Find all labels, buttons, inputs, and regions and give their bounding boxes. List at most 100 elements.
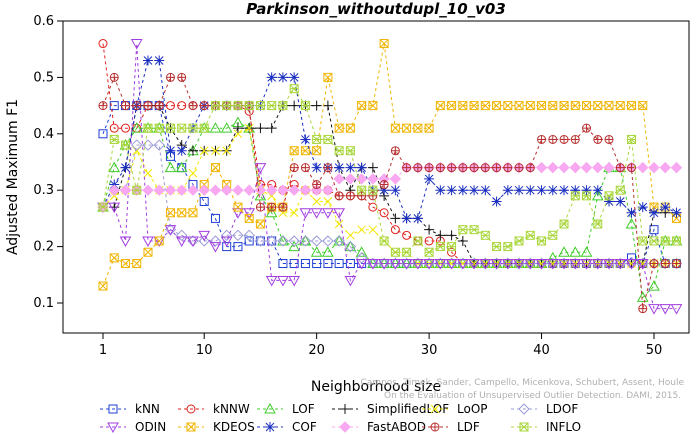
data-point-simplifiedlof [187, 145, 198, 156]
data-point-ldf [109, 72, 119, 82]
data-point-simplifiedlof [289, 100, 300, 111]
data-point-knn [222, 242, 232, 252]
data-point-ldf [615, 163, 625, 173]
data-point-odin [322, 208, 334, 219]
data-point-odin [299, 208, 312, 219]
legend-marker-knn [108, 404, 118, 414]
data-point-cof [142, 55, 153, 66]
data-point-inflo [480, 230, 490, 240]
x-tick-label: 1 [99, 343, 107, 358]
data-point-odin [265, 275, 278, 287]
series-inflo [98, 84, 681, 257]
data-point-cof [345, 162, 356, 173]
data-point-ldof [176, 229, 188, 242]
data-point-fastabod [299, 184, 312, 196]
data-point-ldf [649, 259, 659, 269]
data-point-ldf [458, 163, 468, 173]
data-point-inflo [165, 123, 175, 133]
data-point-ldof [142, 139, 154, 151]
data-point-knnw [109, 123, 119, 133]
data-point-simplifiedlof [457, 235, 468, 246]
data-point-ldof [288, 235, 300, 247]
legend-item-simplifiedlof: SimplifiedLOF [332, 402, 449, 416]
data-point-ldf [98, 101, 108, 111]
data-point-ldf [143, 101, 153, 111]
data-point-ldf [525, 163, 535, 173]
data-point-odin [400, 259, 413, 270]
data-point-cof [266, 72, 277, 83]
legend-label: SimplifiedLOF [367, 402, 449, 416]
data-point-lof [209, 122, 222, 133]
data-point-kdeos [312, 146, 322, 156]
data-point-odin [546, 259, 559, 270]
series-knnw [98, 39, 681, 269]
data-point-knn [300, 259, 310, 269]
x-axis: 1 10 20 30 40 50 [99, 333, 662, 358]
data-point-kdeos [255, 219, 265, 229]
data-point-odin [310, 208, 323, 219]
data-point-fastabod [153, 184, 165, 196]
data-point-ldf [323, 163, 333, 173]
data-point-odin [535, 259, 548, 270]
series-knn [98, 101, 681, 269]
data-point-kdeos [109, 253, 119, 263]
data-point-kdeos [525, 101, 535, 111]
data-point-inflo [469, 225, 479, 235]
series-cof [98, 55, 682, 224]
data-point-knn [210, 213, 220, 223]
legend-marker-kdeos [186, 422, 196, 432]
y-tick-label: 0.1 [33, 296, 54, 311]
data-point-odin [479, 259, 492, 270]
legend-marker-ldf [430, 422, 440, 432]
data-point-lof [569, 246, 582, 257]
data-point-kdeos [469, 101, 479, 111]
data-point-inflo [649, 236, 659, 246]
data-point-kdeos [582, 101, 592, 111]
data-point-ldf [267, 202, 277, 212]
x-tick-label: 30 [421, 343, 438, 358]
data-point-loop [323, 197, 333, 206]
data-point-odin [490, 259, 503, 270]
data-point-fastabod [558, 161, 570, 174]
data-point-cof [536, 185, 547, 196]
data-point-loop [211, 146, 220, 156]
data-point-odin [164, 225, 177, 236]
data-point-simplifiedlof [435, 230, 446, 241]
data-point-cof [176, 145, 187, 156]
data-point-ldf [390, 146, 400, 156]
data-point-ldof [333, 235, 345, 247]
legend-marker-inflo [519, 422, 529, 432]
data-point-lof [591, 189, 604, 201]
data-point-ldof [198, 235, 210, 247]
data-point-simplifiedlof [446, 230, 457, 241]
y-tick-label: 0.5 [33, 70, 54, 85]
data-point-ldf [402, 163, 412, 173]
data-point-ldf [559, 134, 569, 144]
data-point-ldf [582, 123, 592, 133]
data-point-cof [311, 162, 322, 173]
data-point-fastabod [547, 161, 559, 174]
data-point-inflo [402, 247, 412, 257]
data-point-odin [142, 236, 154, 247]
data-point-kdeos [413, 123, 423, 133]
data-point-knn [323, 259, 333, 269]
series-line-inflo [102, 87, 677, 253]
data-point-inflo [627, 134, 637, 144]
legend-item-ldf: LDF [422, 420, 480, 434]
data-point-fastabod [232, 184, 244, 196]
data-point-inflo [638, 236, 648, 246]
data-point-lof [355, 246, 368, 257]
data-point-kdeos [132, 259, 142, 269]
data-point-cof [525, 185, 536, 196]
legend-item-loop: LoOP [422, 402, 488, 416]
data-point-odin [636, 259, 649, 270]
data-point-fastabod [277, 184, 289, 196]
data-point-cof [491, 196, 502, 207]
data-point-lof [344, 240, 357, 252]
data-point-ldf [537, 134, 547, 144]
data-point-ldf [120, 101, 130, 111]
data-point-inflo [177, 123, 187, 133]
data-point-fastabod [580, 161, 593, 174]
data-point-kdeos [289, 146, 299, 156]
data-point-lof [333, 234, 345, 246]
